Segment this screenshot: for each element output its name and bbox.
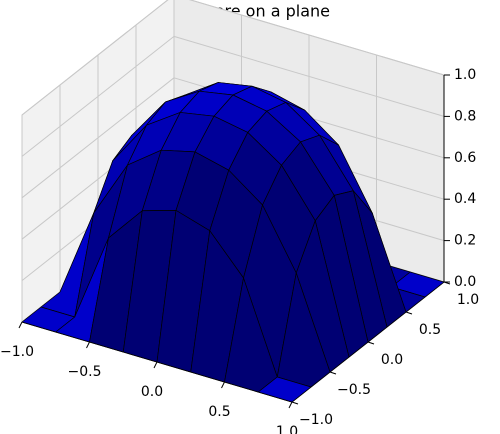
grid-line <box>173 35 445 117</box>
y-tick <box>291 401 299 405</box>
z-tick-label: 0.6 <box>454 150 476 166</box>
z-tick-label: 0.4 <box>454 191 476 207</box>
y-tick <box>367 341 375 345</box>
z-tick-label: 0.0 <box>454 274 476 290</box>
z-tick-label: 0.8 <box>454 108 476 124</box>
x-tick <box>221 381 225 389</box>
x-tick <box>86 341 90 349</box>
grid-line <box>189 0 445 76</box>
x-tick <box>18 321 23 329</box>
y-tick-label: −1.0 <box>299 412 333 428</box>
y-tick <box>329 371 337 375</box>
surface-patch <box>257 376 312 403</box>
x-tick-label: −0.5 <box>68 364 102 380</box>
y-tick <box>405 311 413 315</box>
x-tick-label: 0.0 <box>141 384 163 400</box>
x-tick <box>288 401 293 409</box>
z-tick-label: 0.2 <box>454 233 476 249</box>
x-tick-label: −1.0 <box>0 344 34 360</box>
z-tick-label: 1.0 <box>454 67 476 83</box>
y-tick-label: 0.0 <box>381 352 403 368</box>
x-tick-label: 0.5 <box>208 404 230 420</box>
y-tick-label: 0.5 <box>419 322 441 338</box>
grid-line <box>21 0 169 116</box>
y-tick-label: −0.5 <box>337 382 371 398</box>
grid-line <box>21 77 175 199</box>
x-tick-label: 1.0 <box>276 424 298 434</box>
x-tick <box>153 361 158 369</box>
grid-line <box>21 36 175 157</box>
y-tick-label: 1.0 <box>457 292 479 308</box>
